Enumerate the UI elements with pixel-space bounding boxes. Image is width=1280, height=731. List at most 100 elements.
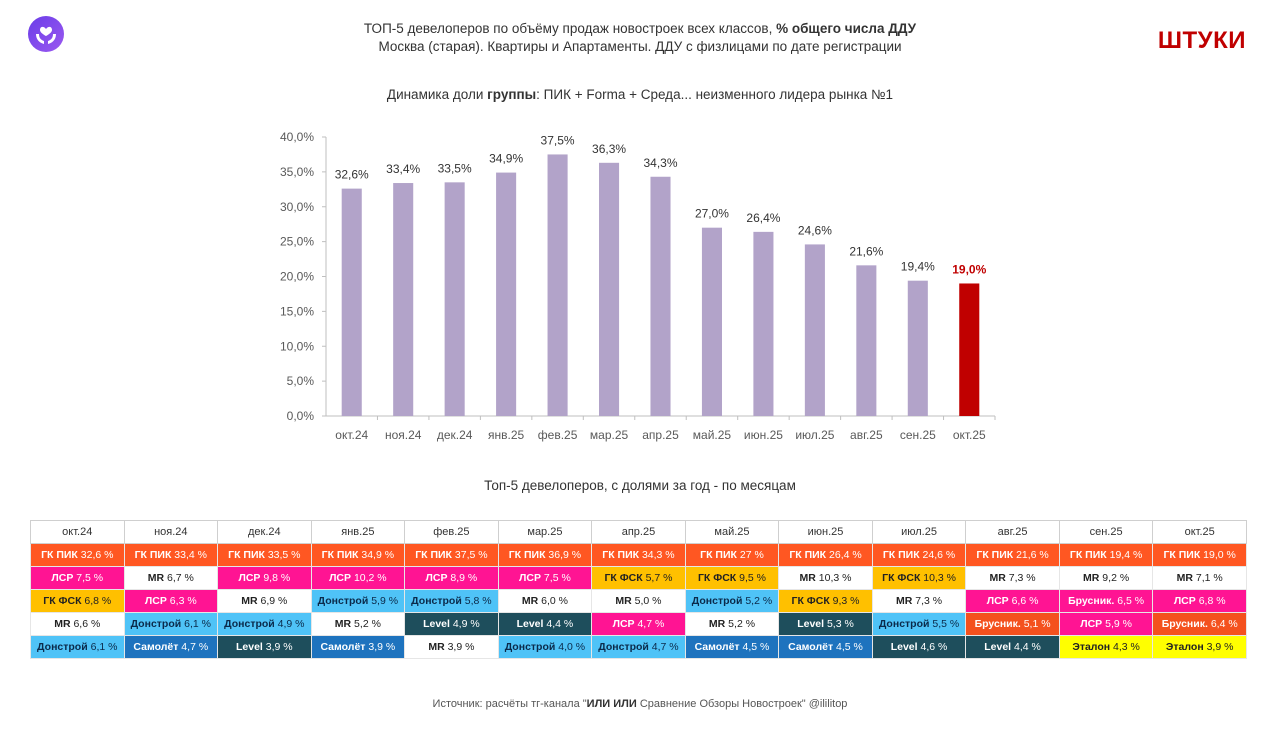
developer-name: ЛСР: [329, 572, 352, 584]
table-title: Топ-5 девелоперов, с долями за год - по …: [484, 478, 796, 493]
table-cell: Самолёт 4,5 %: [684, 635, 780, 659]
developer-share: 5,2 %: [725, 618, 756, 630]
developer-share: 7,3 %: [1005, 572, 1036, 584]
developer-share: 9,8 %: [260, 572, 291, 584]
x-tick-label: сен.25: [900, 428, 936, 442]
developer-share: 8,9 %: [447, 572, 478, 584]
developer-share: 4,6 %: [917, 641, 948, 653]
table-cell: Донстрой 5,2 %: [684, 589, 780, 613]
table-cell: Донстрой 4,9 %: [217, 612, 312, 636]
developer-name: ЛСР: [1173, 595, 1196, 607]
developer-name: ГК ФСК: [882, 572, 921, 584]
table-cell: ЛСР 6,6 %: [965, 589, 1060, 613]
developer-name: Level: [236, 641, 263, 653]
table-cell: Level 4,4 %: [965, 635, 1060, 659]
table-cell: MR 6,6 %: [30, 612, 125, 636]
developer-name: ГК ПИК: [976, 549, 1014, 561]
y-tick-label: 5,0%: [287, 374, 315, 388]
bar: [599, 162, 620, 416]
column-header: фев.25: [404, 520, 499, 544]
y-tick-label: 30,0%: [280, 200, 314, 214]
table-cell: MR 5,0 %: [591, 589, 686, 613]
data-label: 27,0%: [695, 207, 729, 221]
developer-share: 6,4 %: [1207, 618, 1238, 630]
developer-share: 7,5 %: [73, 572, 104, 584]
table-cell: ГК ПИК 37,5 %: [404, 543, 499, 567]
column-header: апр.25: [591, 520, 686, 544]
developer-name: MR: [147, 572, 165, 584]
developer-share: 26,4 %: [826, 549, 862, 561]
developer-share: 3,9 %: [444, 641, 475, 653]
data-label: 26,4%: [746, 211, 780, 225]
bar: [753, 231, 774, 416]
y-tick-label: 15,0%: [280, 304, 314, 318]
developer-share: 10,2 %: [351, 572, 387, 584]
data-label: 37,5%: [541, 133, 575, 147]
developer-name: Самолёт: [788, 641, 834, 653]
developer-share: 24,6 %: [919, 549, 956, 561]
developer-share: 10,3 %: [920, 572, 956, 584]
title-line1-a: ТОП-5 девелоперов по объёму продаж новос…: [363, 21, 777, 36]
table-cell: Эталон 4,3 %: [1058, 635, 1154, 659]
developer-share: 6,6 %: [1008, 595, 1039, 607]
data-label: 36,3%: [592, 142, 626, 156]
x-tick-label: окт.24: [335, 428, 368, 442]
developer-name: MR: [428, 641, 445, 653]
developer-name: Донстрой: [130, 618, 182, 630]
developer-name: Донстрой: [37, 641, 88, 653]
table-cell: ГК ПИК 19,0 %: [1152, 543, 1247, 567]
footer-source-b: ИЛИ ИЛИ: [586, 698, 637, 710]
developer-share: 10,3 %: [815, 572, 852, 584]
developer-name: ГК ФСК: [604, 572, 643, 584]
developer-name: ГК ПИК: [134, 549, 172, 561]
y-tick-label: 40,0%: [280, 130, 314, 144]
y-tick-label: 35,0%: [280, 165, 314, 179]
table-cell: Level 4,4 %: [497, 612, 593, 636]
developer-name: MR: [799, 572, 816, 584]
table-cell: ГК ФСК 9,5 %: [684, 566, 780, 590]
developer-name: ГК ПИК: [228, 549, 265, 561]
table-cell: Самолёт 3,9 %: [310, 635, 406, 659]
table-cell: Донстрой 4,7 %: [591, 635, 686, 659]
data-label: 24,6%: [798, 223, 832, 237]
table-cell: ЛСР 8,9 %: [404, 566, 499, 590]
table-cell: ЛСР 7,5 %: [497, 566, 593, 590]
developer-name: MR: [521, 595, 539, 607]
bar: [496, 172, 517, 416]
table-cell: MR 6,9 %: [217, 589, 312, 613]
developer-name: MR: [989, 572, 1006, 584]
table-cell: MR 10,3 %: [778, 566, 873, 590]
developer-share: 5,0 %: [631, 595, 662, 607]
developer-share: 4,4 %: [1011, 641, 1041, 653]
table-cell: ГК ПИК 34,9 %: [310, 543, 406, 567]
developer-name: ГК ПИК: [415, 549, 452, 561]
bar: [547, 154, 568, 416]
bar: [804, 244, 825, 416]
data-label: 19,0%: [952, 262, 986, 276]
footer-handle: @ililitop: [808, 698, 848, 710]
table-cell: ГК ФСК 6,8 %: [30, 589, 125, 613]
developer-share: 5,5 %: [929, 618, 960, 630]
table-row: Донстрой 6,1 % Самолёт 4,7 % Level 3,9 % Са…: [30, 635, 1247, 659]
developer-name: ГК ПИК: [321, 549, 359, 561]
developer-share: 19,4 %: [1106, 549, 1143, 561]
x-tick-label: окт.25: [953, 428, 986, 442]
data-label: 32,6%: [335, 168, 369, 182]
developer-name: ГК ПИК: [508, 549, 546, 561]
developer-name: MR: [1176, 572, 1193, 584]
developer-share: 9,3 %: [829, 595, 860, 607]
table-cell: Донстрой 5,5 %: [871, 612, 967, 636]
chart-subtitle: Динамика доли группы: ПИК + Forma + Сред…: [300, 87, 980, 102]
developer-name: ГК ФСК: [43, 595, 82, 607]
developer-name: ГК ПИК: [882, 549, 920, 561]
developer-share: 3,9 %: [365, 641, 396, 653]
data-label: 33,4%: [386, 162, 420, 176]
developer-share: 9,5 %: [736, 572, 766, 584]
table-cell: ГК ПИК 33,5 %: [217, 543, 312, 567]
developer-share: 4,7 %: [648, 641, 679, 653]
developer-share: 6,8 %: [1195, 595, 1226, 607]
table-cell: Донстрой 5,9 %: [310, 589, 406, 613]
table-body: ГК ПИК 32,6 % ГК ПИК 33,4 % ГК ПИК 33,5 % Г…: [30, 543, 1247, 659]
table-row: MR 6,6 % Донстрой 6,1 % Донстрой 4,9 % MR 5…: [30, 612, 1247, 636]
developer-share: 7,1 %: [1192, 572, 1223, 584]
